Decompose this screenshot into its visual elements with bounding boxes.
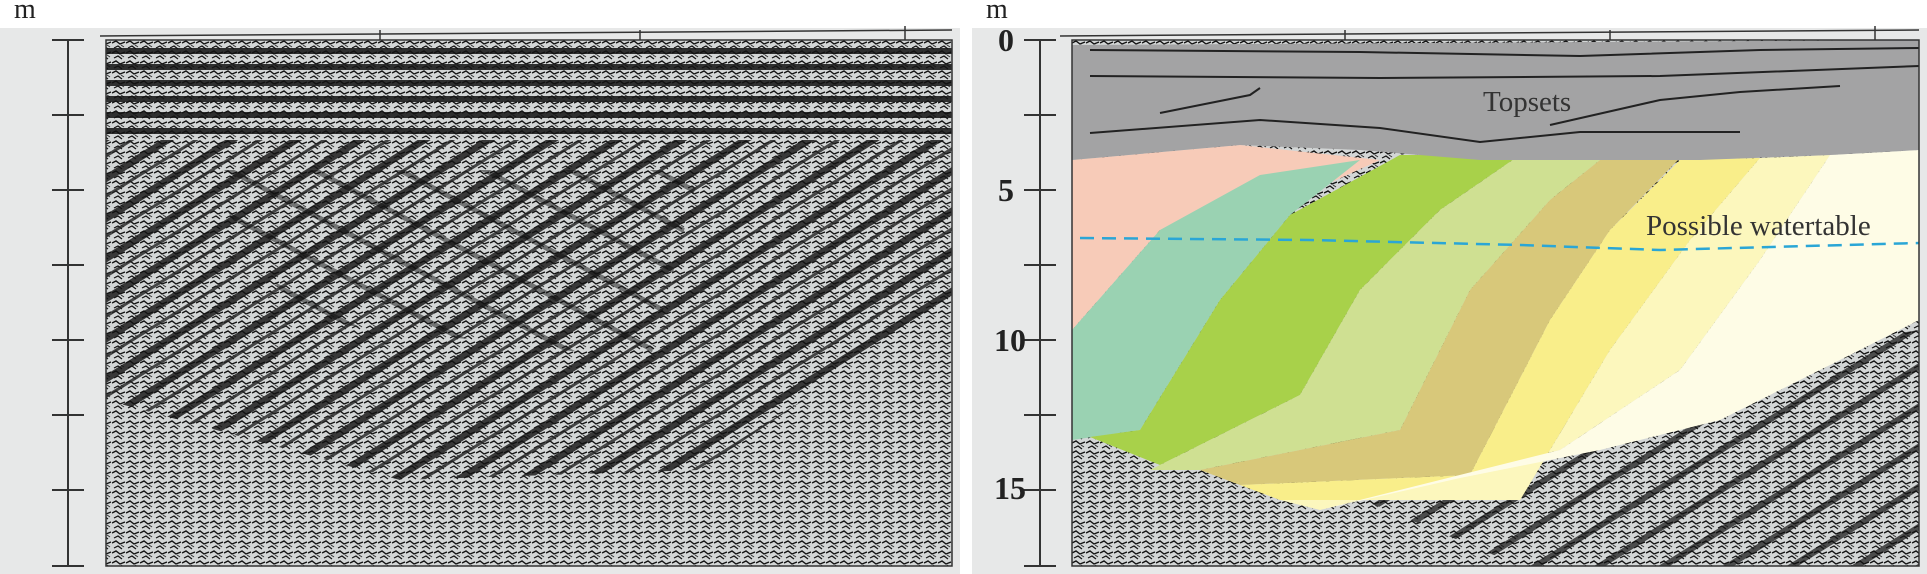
unit-pale-yellow	[1280, 155, 1830, 510]
unit-light-green	[1150, 152, 1610, 470]
topsets-label: Topsets	[1483, 86, 1572, 118]
depth-tick-label-0: 0	[998, 22, 1014, 58]
watertable-label: Possible watertable	[1646, 210, 1871, 242]
topsets-band	[1072, 40, 1919, 160]
left-radargram-graphic	[0, 26, 960, 574]
depth-unit-label: m	[14, 0, 36, 25]
unit-yellow	[1240, 158, 1760, 500]
depth-tick-label-15: 15	[994, 470, 1026, 506]
depth-tick-label-10: 10	[994, 322, 1026, 358]
right-panel-interpretation: m 0 5 10 15 Topsets Possible watertable	[960, 0, 1927, 574]
unit-green	[1090, 155, 1520, 465]
left-panel-radargram: m 0 5 10 15	[0, 0, 960, 574]
depth-unit-label: m	[986, 0, 1008, 25]
depth-tick-label-5: 5	[998, 172, 1014, 208]
unit-teal	[1072, 160, 1360, 440]
unit-cream	[1320, 150, 1919, 510]
unit-tan	[1200, 158, 1680, 485]
right-interpretation-graphic	[972, 26, 1927, 574]
watertable-line	[1079, 236, 1920, 252]
